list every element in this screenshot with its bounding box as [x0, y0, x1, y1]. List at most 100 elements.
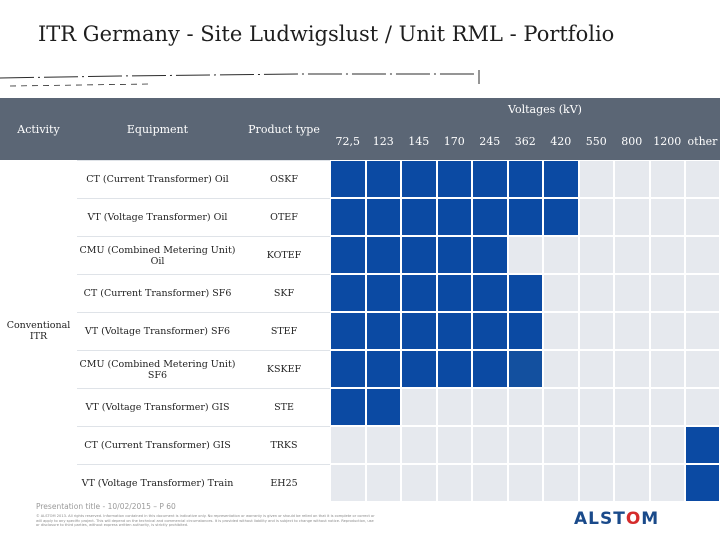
voltage-cell [649, 274, 685, 312]
voltage-cell [401, 274, 437, 312]
voltage-cell [543, 464, 579, 502]
voltage-cell [436, 350, 472, 388]
voltage-cell [436, 198, 472, 236]
title-underline-decoration [0, 70, 480, 87]
voltage-cell [614, 236, 650, 274]
voltage-cell [507, 388, 543, 426]
voltage-cell [649, 160, 685, 198]
activity-header: Activity [0, 98, 77, 160]
voltage-cell [330, 274, 366, 312]
voltage-cell [401, 464, 437, 502]
voltage-cell [330, 236, 366, 274]
voltage-cell [507, 464, 543, 502]
voltage-cell [649, 350, 685, 388]
voltage-cell [365, 312, 401, 350]
voltage-cell [614, 198, 650, 236]
voltage-cell [685, 274, 720, 312]
voltage-cell [614, 350, 650, 388]
voltage-column-9: 1200 [653, 134, 682, 148]
voltage-cell [543, 312, 579, 350]
voltage-cell [685, 160, 720, 198]
voltage-cell [436, 426, 472, 464]
voltage-cell [543, 274, 579, 312]
voltage-cell [507, 160, 543, 198]
voltage-cell [543, 198, 579, 236]
voltages-header-band [330, 98, 720, 160]
voltage-cell [401, 388, 437, 426]
voltage-cell [330, 350, 366, 388]
equipment-cell: VT (Voltage Transformer) Oil [77, 198, 238, 236]
voltage-cell [472, 426, 508, 464]
voltage-column-8: 800 [621, 134, 643, 148]
equipment-cell: CT (Current Transformer) Oil [77, 160, 238, 198]
equipment-cell: CMU (Combined Metering Unit) Oil [77, 236, 238, 274]
voltage-cell [330, 464, 366, 502]
voltage-cell [401, 312, 437, 350]
voltage-cell [685, 426, 720, 464]
voltage-cell [614, 426, 650, 464]
voltage-cell [614, 312, 650, 350]
alstom-logo: ALSTOM [574, 509, 660, 529]
voltage-cell [685, 464, 720, 502]
equipment-header: Equipment [77, 98, 238, 160]
voltage-cell [330, 388, 366, 426]
footer: Presentation title - 10/02/2015 – P 60 ©… [36, 502, 376, 528]
voltage-cell [365, 274, 401, 312]
voltage-column-3: 170 [443, 134, 465, 148]
presentation-title-footer: Presentation title - 10/02/2015 – P 60 [36, 502, 176, 511]
voltage-cell [578, 312, 614, 350]
equipment-cell: CT (Current Transformer) GIS [77, 426, 238, 464]
voltage-cell [614, 464, 650, 502]
voltage-cell [507, 426, 543, 464]
page-title: ITR Germany - Site Ludwigslust / Unit RM… [38, 22, 615, 46]
voltage-cell [472, 274, 508, 312]
voltage-cell [649, 464, 685, 502]
voltage-cell [614, 388, 650, 426]
voltage-column-5: 362 [514, 134, 536, 148]
voltage-cell [401, 198, 437, 236]
voltage-column-2: 145 [408, 134, 430, 148]
voltage-cell [507, 198, 543, 236]
voltage-cell [436, 388, 472, 426]
voltage-cell [578, 236, 614, 274]
voltage-cell [578, 198, 614, 236]
voltage-cell [365, 198, 401, 236]
voltage-cell [436, 464, 472, 502]
voltage-cell [436, 236, 472, 274]
voltage-cell [685, 388, 720, 426]
voltage-cell [543, 388, 579, 426]
equipment-cell: CT (Current Transformer) SF6 [77, 274, 238, 312]
equipment-cell: VT (Voltage Transformer) SF6 [77, 312, 238, 350]
voltage-cell [649, 198, 685, 236]
voltage-cell [365, 350, 401, 388]
voltage-cell [436, 312, 472, 350]
voltage-cell [401, 160, 437, 198]
product-type-cell: KSKEF [238, 350, 330, 388]
legal-disclaimer: © ALSTOM 2013. All rights reserved. Info… [36, 514, 375, 528]
voltage-cell [685, 198, 720, 236]
voltage-cell [649, 388, 685, 426]
voltage-column-7: 550 [585, 134, 607, 148]
voltage-cell [578, 464, 614, 502]
voltage-cell [685, 350, 720, 388]
voltage-cell [330, 312, 366, 350]
voltage-cell [578, 274, 614, 312]
voltage-cell [472, 236, 508, 274]
voltage-cell [436, 274, 472, 312]
voltage-cell [685, 236, 720, 274]
voltage-cell [614, 274, 650, 312]
voltage-cell [472, 464, 508, 502]
equipment-cell: CMU (Combined Metering Unit) SF6 [77, 350, 238, 388]
voltage-cell [330, 426, 366, 464]
product-type-cell: TRKS [238, 426, 330, 464]
product-type-cell: SKF [238, 274, 330, 312]
voltage-cell [543, 236, 579, 274]
voltage-cell [614, 160, 650, 198]
voltage-cell [578, 388, 614, 426]
voltages-header: Voltages (kV) [508, 102, 582, 116]
voltage-cell [543, 160, 579, 198]
product-type-header: Product type [238, 98, 330, 160]
voltage-cell [401, 236, 437, 274]
voltage-cell [330, 160, 366, 198]
voltage-cell [365, 426, 401, 464]
